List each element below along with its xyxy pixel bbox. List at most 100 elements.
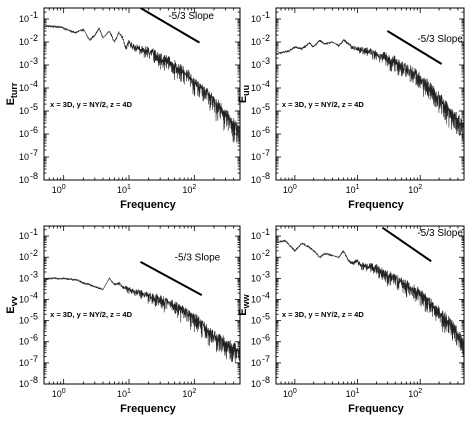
x-tick-base: 10 <box>346 185 356 195</box>
y-tick-exponent: -5 <box>262 102 270 112</box>
y-tick-label: 10 <box>19 37 29 47</box>
y-tick-exponent: -1 <box>262 227 270 237</box>
x-tick-base: 10 <box>283 185 293 195</box>
y-tick-exponent: -7 <box>262 148 270 158</box>
location-annotation: x = 3D, y = NY/2, z = 4D <box>282 100 365 109</box>
y-tick-exponent: -6 <box>262 333 270 343</box>
y-axis-letter: E <box>237 96 249 103</box>
y-tick-exponent: -7 <box>262 354 270 364</box>
x-tick-label: 101 <box>117 184 131 195</box>
y-tick-base: 10 <box>251 60 261 70</box>
y-tick-base: 10 <box>251 231 261 241</box>
y-tick-base: 10 <box>19 37 29 47</box>
x-axis-title: Frequency <box>348 199 405 211</box>
x-tick-label: 101 <box>346 184 360 195</box>
y-tick-base: 10 <box>251 106 261 116</box>
y-tick-label: 10 <box>19 316 29 326</box>
y-tick-exponent: -6 <box>30 125 38 135</box>
y-tick-label: 10 <box>19 337 29 347</box>
x-tick-base: 10 <box>408 389 418 399</box>
y-tick-base: 10 <box>19 252 29 262</box>
x-tick-exponent: 2 <box>192 388 196 395</box>
x-tick-exponent: 1 <box>356 388 360 395</box>
x-axis-title: Frequency <box>348 403 405 415</box>
y-tick-base: 10 <box>19 337 29 347</box>
y-tick-base: 10 <box>251 379 261 389</box>
y-tick-label: 10 <box>251 316 261 326</box>
location-annotation: x = 3D, y = NY/2, z = 4D <box>50 100 133 109</box>
y-tick-label: 10 <box>19 152 29 162</box>
y-tick-base: 10 <box>251 252 261 262</box>
x-tick-label: 102 <box>408 388 422 399</box>
x-tick-label: 102 <box>182 184 196 195</box>
y-tick-exponent: -1 <box>30 227 38 237</box>
y-tick-exponent: -3 <box>262 269 270 279</box>
y-tick-exponent: -3 <box>262 56 270 66</box>
x-tick-label: 100 <box>52 184 66 195</box>
x-axis-title: Frequency <box>120 403 177 415</box>
x-tick-exponent: 1 <box>127 184 131 191</box>
x-tick-base: 10 <box>408 185 418 195</box>
y-axis-title: Eturr <box>5 82 19 105</box>
y-tick-exponent: -3 <box>30 56 38 66</box>
y-tick-exponent: -7 <box>30 148 38 158</box>
y-tick-label: 10 <box>19 294 29 304</box>
y-tick-label: 10 <box>251 37 261 47</box>
x-tick-base: 10 <box>346 389 356 399</box>
y-tick-exponent: -4 <box>30 79 38 89</box>
y-tick-base: 10 <box>251 316 261 326</box>
y-tick-exponent: -7 <box>30 354 38 364</box>
y-tick-base: 10 <box>251 83 261 93</box>
slope-reference-line <box>381 226 432 263</box>
plot-frame <box>275 225 465 385</box>
y-tick-label: 10 <box>251 358 261 368</box>
y-tick-exponent: -6 <box>262 125 270 135</box>
x-tick-label: 100 <box>283 388 297 399</box>
location-annotation: x = 3D, y = NY/2, z = 4D <box>50 310 133 319</box>
spectrum-series-line <box>276 38 464 143</box>
y-tick-exponent: -4 <box>30 290 38 300</box>
x-tick-exponent: 1 <box>127 388 131 395</box>
slope-label: -5/3 Slope <box>168 11 214 22</box>
y-tick-exponent: -5 <box>30 102 38 112</box>
y-axis-title: Eww <box>237 293 251 315</box>
y-tick-base: 10 <box>251 358 261 368</box>
y-tick-base: 10 <box>251 37 261 47</box>
y-tick-exponent: -2 <box>262 248 270 258</box>
y-tick-label: 10 <box>19 175 29 185</box>
x-axis-title: Frequency <box>120 199 177 211</box>
x-tick-exponent: 2 <box>192 184 196 191</box>
y-tick-label: 10 <box>19 273 29 283</box>
y-tick-label: 10 <box>19 60 29 70</box>
y-tick-exponent: -8 <box>30 375 38 385</box>
y-tick-base: 10 <box>251 14 261 24</box>
y-tick-base: 10 <box>251 152 261 162</box>
y-axis-letter: E <box>5 98 17 105</box>
y-axis-subscript: ww <box>241 293 251 309</box>
slope-label: -5/3 Slope <box>417 34 463 45</box>
x-tick-base: 10 <box>182 185 192 195</box>
slope-reference-line <box>140 261 203 297</box>
y-tick-base: 10 <box>19 129 29 139</box>
plot-frame <box>275 7 465 181</box>
x-tick-exponent: 2 <box>418 388 422 395</box>
y-tick-base: 10 <box>19 14 29 24</box>
y-tick-label: 10 <box>19 14 29 24</box>
x-tick-base: 10 <box>117 389 127 399</box>
x-tick-label: 100 <box>52 388 66 399</box>
x-tick-exponent: 0 <box>293 388 297 395</box>
y-tick-label: 10 <box>251 379 261 389</box>
y-axis-subscript: uu <box>241 85 251 96</box>
y-tick-base: 10 <box>19 231 29 241</box>
y-tick-label: 10 <box>19 231 29 241</box>
spectrum-series-line <box>44 276 240 363</box>
slope-label: -5/3 Slope <box>417 228 463 239</box>
y-tick-base: 10 <box>19 83 29 93</box>
slope-reference-line <box>139 8 201 44</box>
y-tick-label: 10 <box>251 83 261 93</box>
y-tick-label: 10 <box>251 175 261 185</box>
y-tick-label: 10 <box>251 231 261 241</box>
x-tick-exponent: 1 <box>356 184 360 191</box>
